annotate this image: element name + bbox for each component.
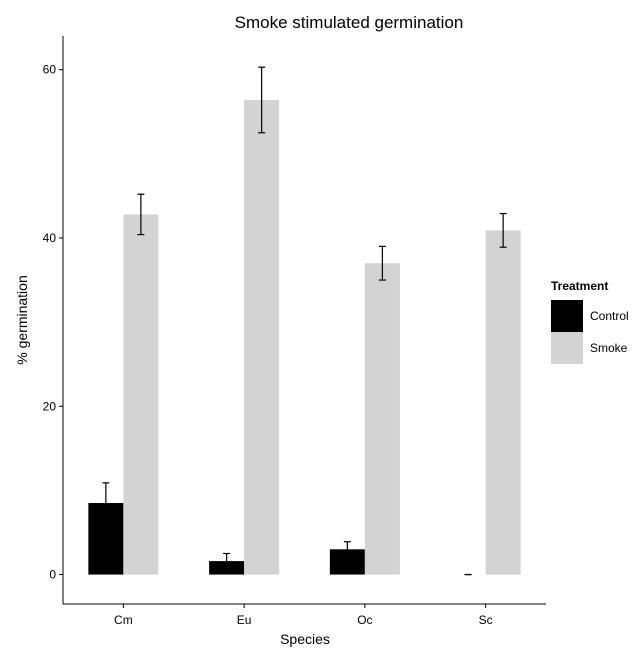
x-axis: Cm Eu Oc Sc — [63, 603, 546, 627]
y-tick-label: 0 — [49, 568, 56, 582]
y-tick-label: 60 — [43, 63, 57, 77]
legend-label-control: Control — [590, 309, 629, 323]
legend-label-smoke: Smoke — [590, 341, 628, 355]
chart-title: Smoke stimulated germination — [235, 13, 464, 32]
legend-key-smoke — [551, 332, 583, 364]
y-axis-title: % germination — [14, 275, 30, 365]
x-tick-label: Cm — [114, 613, 133, 627]
x-tick-label: Eu — [237, 613, 252, 627]
plot-area — [88, 66, 521, 576]
y-tick-label: 20 — [43, 399, 57, 413]
bar-smoke-eu — [244, 99, 280, 575]
legend-title: Treatment — [551, 279, 608, 293]
bar-smoke-oc — [364, 263, 400, 575]
x-axis-title: Species — [280, 631, 330, 647]
y-tick-label: 40 — [43, 231, 57, 245]
bar-smoke-sc — [485, 230, 521, 575]
legend-key-control — [551, 300, 583, 332]
x-tick-label: Sc — [479, 613, 493, 627]
x-tick-label: Oc — [357, 613, 372, 627]
legend: Treatment Control Smoke — [551, 279, 629, 364]
bar-smoke-cm — [123, 214, 159, 575]
y-axis: 0 20 40 60 — [43, 36, 64, 604]
